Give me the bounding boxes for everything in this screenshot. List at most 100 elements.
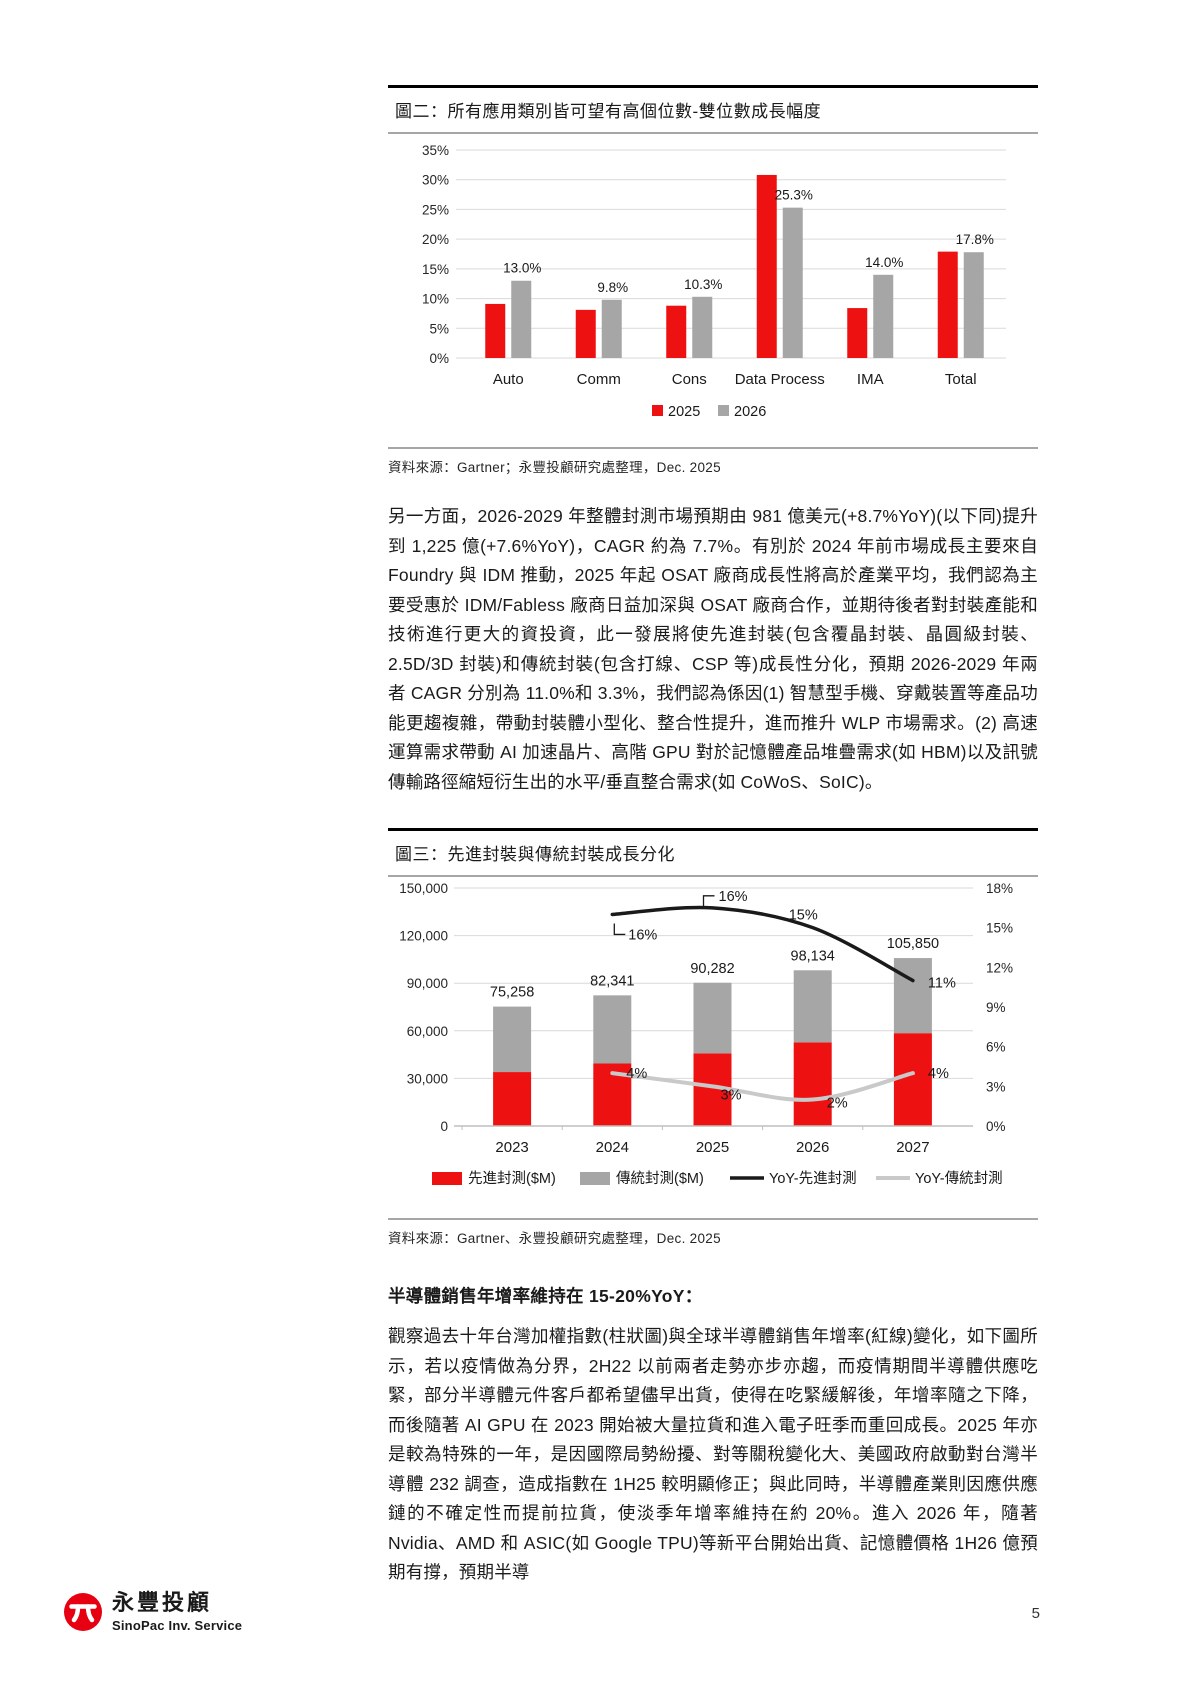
right-axis-tick: 12% bbox=[986, 960, 1013, 975]
data-label: 10.3% bbox=[684, 277, 722, 292]
bar-traditional-2027 bbox=[893, 958, 932, 1034]
bar-2025-Cons bbox=[666, 305, 687, 358]
y-axis-tick: 30% bbox=[422, 173, 449, 188]
bar-2025-Auto bbox=[485, 303, 506, 358]
bar-2026-Cons bbox=[692, 296, 713, 358]
legend-swatch-traditional bbox=[580, 1172, 610, 1185]
figure3-source-text: 資料來源：Gartner、永豐投顧研究處整理，Dec. 2025 bbox=[388, 1231, 721, 1246]
legend-swatch-advanced bbox=[432, 1172, 462, 1185]
y-axis-tick: 10% bbox=[422, 292, 449, 307]
bar-advanced-2023 bbox=[493, 1072, 532, 1126]
figure3-stacked-bar-line-chart: 0 30,000 60,000 90,000 120,000 150,000 0% 3% 6% 9… bbox=[399, 881, 1013, 1187]
bar-advanced-2027 bbox=[893, 1033, 932, 1126]
bar-2026-Total bbox=[963, 252, 984, 358]
total-label: 90,282 bbox=[690, 961, 734, 977]
left-axis-tick: 90,000 bbox=[407, 976, 448, 991]
paragraph-2: 觀察過去十年台灣加權指數(柱狀圖)與全球半導體銷售年增率(紅線)變化，如下圖所示… bbox=[388, 1326, 1038, 1582]
yoy-advanced-label: 11% bbox=[928, 976, 956, 992]
legend-swatch-2026 bbox=[718, 405, 729, 416]
footer-brand-text: 永豐投顧 SinoPac Inv. Service bbox=[112, 1590, 243, 1633]
figure3-source: 資料來源：Gartner、永豐投顧研究處整理，Dec. 2025 bbox=[388, 1218, 1038, 1247]
total-label: 82,341 bbox=[590, 973, 634, 989]
right-axis-tick: 15% bbox=[986, 921, 1013, 936]
brand-name-zh: 永豐投顧 bbox=[112, 1590, 213, 1615]
paragraph-1: 另一方面，2026-2029 年整體封測市場預期由 981 億美元(+8.7%Y… bbox=[388, 506, 1038, 792]
legend-label-yoy-advanced: YoY-先進封測 bbox=[769, 1170, 857, 1187]
legend-label-advanced: 先進封測($M) bbox=[468, 1170, 556, 1187]
yoy-advanced-label: 16% bbox=[628, 927, 657, 943]
right-axis-tick: 0% bbox=[986, 1119, 1006, 1134]
left-axis-tick: 120,000 bbox=[399, 929, 448, 944]
left-axis-tick: 0 bbox=[440, 1119, 448, 1134]
figure2-source: 資料來源：Gartner；永豐投顧研究處整理，Dec. 2025 bbox=[388, 447, 1038, 476]
y-axis-tick: 20% bbox=[422, 232, 449, 247]
figure3-title-bar: 圖三：先進封裝與傳統封裝成長分化 bbox=[388, 828, 1038, 877]
y-axis-tick: 0% bbox=[429, 351, 449, 366]
data-label: 25.3% bbox=[775, 188, 813, 203]
line-yoy-advanced bbox=[610, 905, 915, 983]
y-axis-tick: 5% bbox=[429, 321, 449, 336]
bar-traditional-2026 bbox=[793, 970, 832, 1043]
right-axis-tick: 6% bbox=[986, 1040, 1006, 1055]
x-axis-label: 2027 bbox=[896, 1139, 929, 1156]
callout-bracket bbox=[613, 923, 626, 936]
x-axis-label: Total bbox=[945, 371, 977, 388]
figure3-title: 圖三：先進封裝與傳統封裝成長分化 bbox=[395, 845, 675, 864]
x-axis-label: 2026 bbox=[796, 1139, 829, 1156]
bar-2025-Comm bbox=[575, 309, 596, 358]
right-axis-tick: 3% bbox=[986, 1079, 1006, 1094]
legend-label-2025: 2025 bbox=[668, 404, 700, 420]
bar-traditional-2023 bbox=[493, 1006, 532, 1073]
legend-label-yoy-traditional: YoY-傳統封測 bbox=[915, 1170, 1003, 1187]
total-label: 105,850 bbox=[887, 936, 939, 952]
y-axis-tick: 35% bbox=[422, 143, 449, 158]
section-heading: 半導體銷售年增率維持在 15-20%YoY： bbox=[388, 1286, 703, 1306]
bar-traditional-2024 bbox=[593, 995, 632, 1064]
callout-bracket bbox=[702, 895, 715, 907]
sinopac-logo-icon bbox=[64, 1593, 102, 1631]
data-label: 9.8% bbox=[597, 280, 628, 295]
right-axis-tick: 9% bbox=[986, 1000, 1006, 1015]
total-label: 98,134 bbox=[791, 948, 835, 964]
y-axis-tick: 15% bbox=[422, 262, 449, 277]
figure2-source-text: 資料來源：Gartner；永豐投顧研究處整理，Dec. 2025 bbox=[388, 460, 721, 475]
yoy-traditional-label: 3% bbox=[721, 1087, 742, 1103]
page-number: 5 bbox=[1031, 1605, 1040, 1622]
line-yoy-traditional bbox=[610, 1071, 915, 1102]
brand-name-en: SinoPac Inv. Service bbox=[112, 1618, 243, 1633]
bar-2025-Total bbox=[937, 251, 958, 358]
yoy-advanced-label: 15% bbox=[789, 908, 818, 924]
left-axis-tick: 60,000 bbox=[407, 1024, 448, 1039]
yoy-traditional-label: 4% bbox=[626, 1066, 647, 1082]
x-axis-label: Cons bbox=[672, 371, 707, 388]
yoy-traditional-label: 2% bbox=[827, 1096, 848, 1112]
data-label: 14.0% bbox=[865, 255, 903, 270]
left-axis-tick: 150,000 bbox=[399, 881, 448, 896]
footer-brand: 永豐投顧 SinoPac Inv. Service bbox=[63, 1592, 242, 1632]
legend-label-traditional: 傳統封測($M) bbox=[616, 1170, 704, 1187]
figure2-title-bar: 圖二：所有應用類別皆可望有高個位數-雙位數成長幅度 bbox=[388, 85, 1038, 134]
x-axis-label: 2024 bbox=[596, 1139, 629, 1156]
legend-swatch-2025 bbox=[652, 405, 663, 416]
data-label: 17.8% bbox=[956, 232, 994, 247]
figure2-title: 圖二：所有應用類別皆可望有高個位數-雙位數成長幅度 bbox=[395, 102, 822, 121]
x-axis-label: IMA bbox=[857, 371, 884, 388]
bar-traditional-2025 bbox=[693, 982, 732, 1054]
bar-2026-Data Process bbox=[782, 207, 803, 358]
figure2-grouped-bar-chart: 0% 5% 10% 15% 20% 25% 30% 35% 13.0% Auto 9.8% Comm 1… bbox=[422, 143, 1006, 420]
x-axis-label: Data Process bbox=[735, 371, 825, 388]
x-axis-label: Comm bbox=[577, 371, 621, 388]
bar-2026-Comm bbox=[601, 299, 622, 358]
bar-advanced-2026 bbox=[793, 1042, 832, 1126]
bar-2026-Auto bbox=[511, 280, 532, 358]
y-axis-tick: 25% bbox=[422, 202, 449, 217]
bar-2025-IMA bbox=[847, 308, 868, 358]
x-axis-label: Auto bbox=[493, 371, 524, 388]
total-label: 75,258 bbox=[490, 985, 534, 1001]
x-axis-label: 2023 bbox=[495, 1139, 528, 1156]
data-label: 13.0% bbox=[503, 261, 541, 276]
legend-label-2026: 2026 bbox=[734, 404, 766, 420]
x-axis-label: 2025 bbox=[696, 1139, 729, 1156]
left-axis-tick: 30,000 bbox=[407, 1071, 448, 1086]
